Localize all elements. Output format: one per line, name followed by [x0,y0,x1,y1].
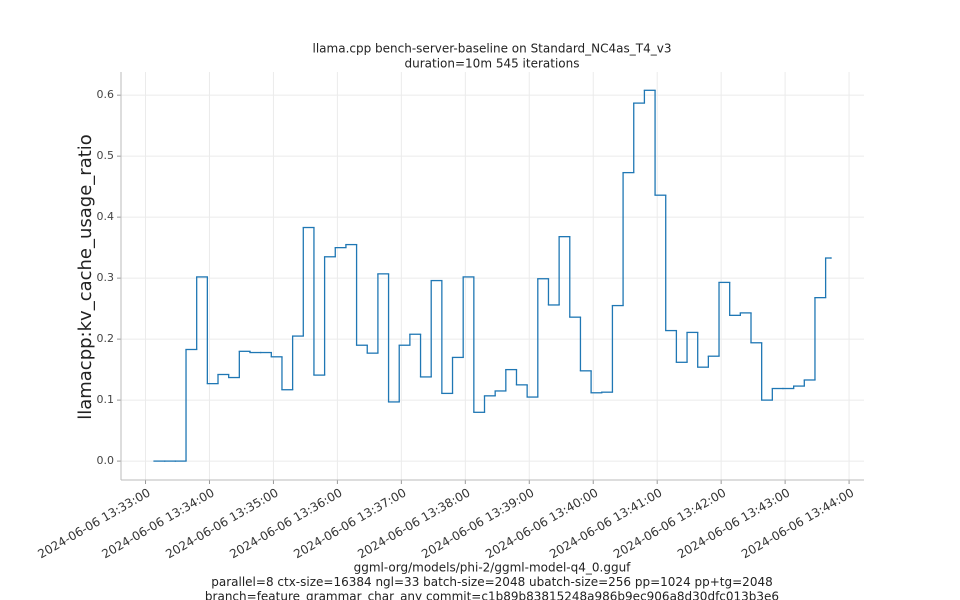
x-tick-label: 2024-06-06 13:33:00 [35,486,152,562]
x-tick-label: 2024-06-06 13:44:00 [739,486,856,562]
x-axis-label: ggml-org/models/phi-2/ggml-model-q4_0.gg… [354,561,632,575]
x-tick-label: 2024-06-06 13:36:00 [227,486,344,562]
x-tick-label: 2024-06-06 13:34:00 [99,486,216,562]
y-tick-label: 0.5 [97,149,115,162]
y-tick-label: 0.4 [97,210,115,223]
y-tick-label: 0.1 [97,393,115,406]
x-tick-label: 2024-06-06 13:40:00 [483,486,600,562]
x-tick-label: 2024-06-06 13:38:00 [355,486,472,562]
chart-subtitle: duration=10m 545 iterations [405,57,580,71]
x-tick-label: 2024-06-06 13:39:00 [419,486,536,562]
x-tick-label: 2024-06-06 13:37:00 [291,486,408,562]
chart-title: llama.cpp bench-server-baseline on Stand… [313,42,672,56]
x-tick-label: 2024-06-06 13:35:00 [163,486,280,562]
y-tick-label: 0.2 [97,332,115,345]
y-tick-label: 0.0 [97,454,115,467]
y-tick-label: 0.3 [97,271,115,284]
x-tick-label: 2024-06-06 13:43:00 [675,486,792,562]
x-tick-label: 2024-06-06 13:42:00 [611,486,728,562]
y-tick-label: 0.6 [97,88,115,101]
x-axis-label: parallel=8 ctx-size=16384 ngl=33 batch-s… [211,575,772,589]
x-tick-label: 2024-06-06 13:41:00 [547,486,664,562]
y-axis-label: llamacpp:kv_cache_usage_ratio [75,134,96,420]
x-axis-label: branch=feature_grammar_char_any commit=c… [205,590,779,600]
